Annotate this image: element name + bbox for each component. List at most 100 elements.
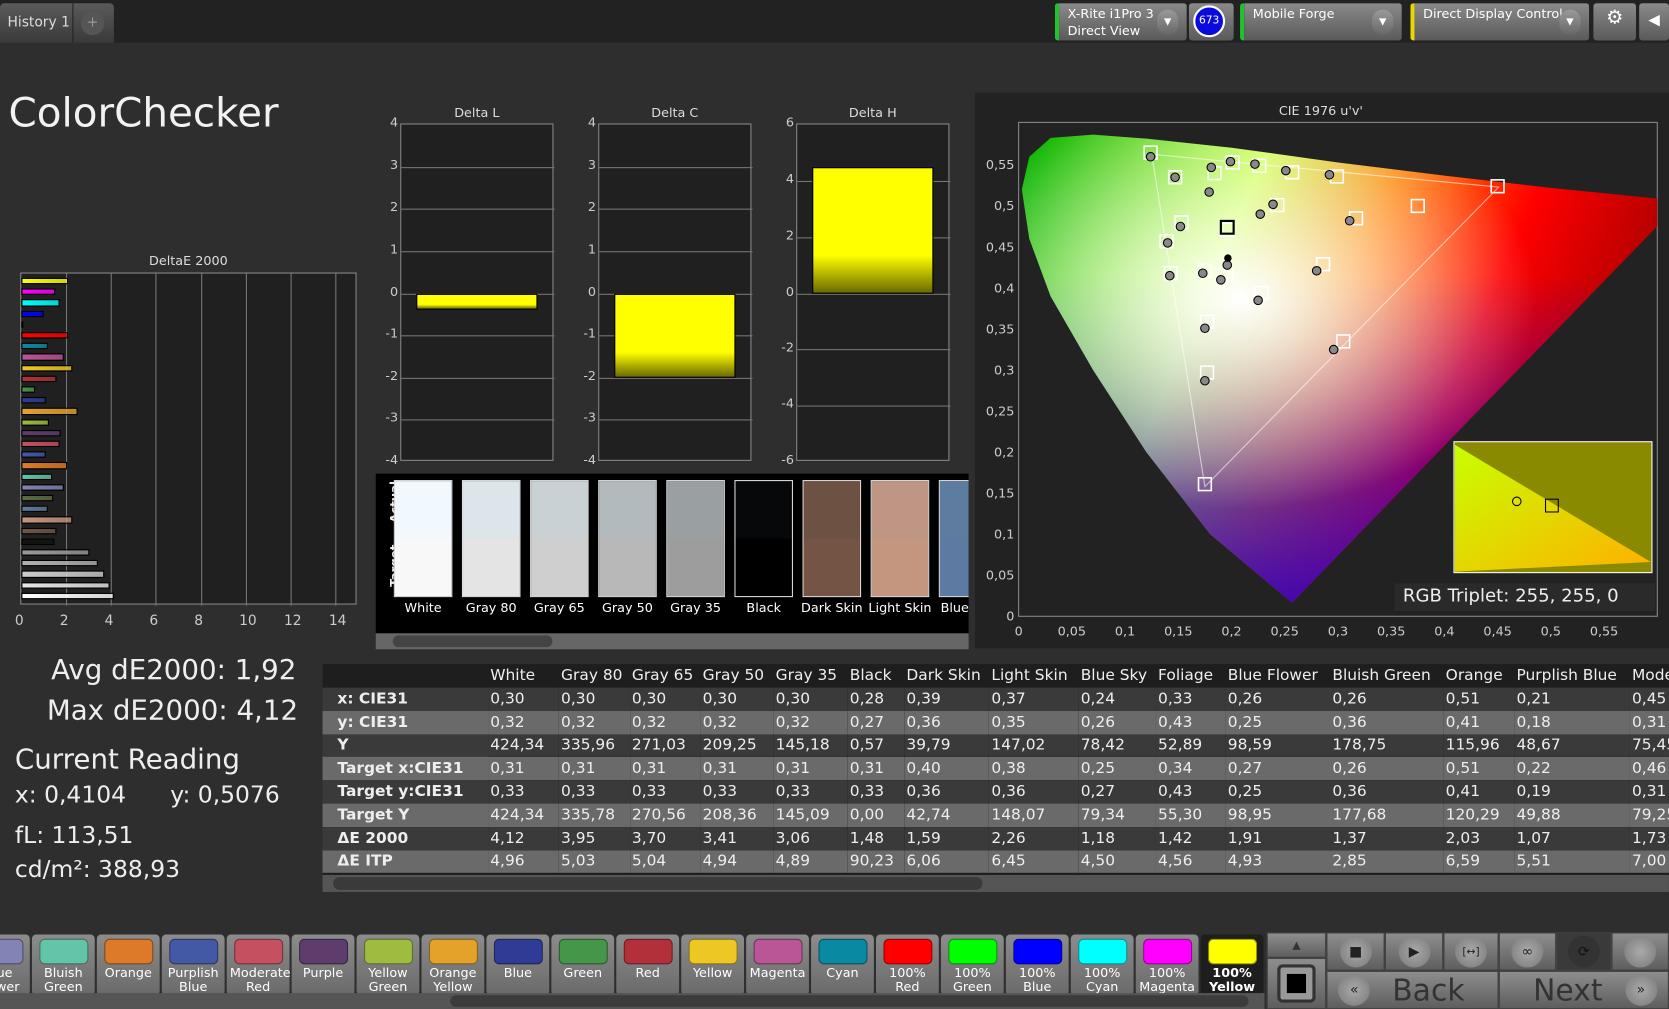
loop-button[interactable]: ∞ (1498, 932, 1557, 971)
y-tick-label: 0,55 (986, 158, 1014, 173)
add-tab-button[interactable]: + (80, 11, 105, 36)
patch-tile-red[interactable]: Red (616, 934, 680, 996)
avg-de2000: Avg dE2000: 1,92 (51, 654, 297, 687)
patch-tile-100-yellow[interactable]: 100% Yellow (1200, 934, 1264, 996)
patch-tile-blue[interactable]: Blue (486, 934, 550, 996)
patch-tile-cyan[interactable]: Cyan (811, 934, 874, 996)
swatch-light-skin[interactable] (870, 480, 930, 598)
patch-scrollbar[interactable] (0, 993, 1265, 1009)
fit-button[interactable]: [↔] (1443, 932, 1499, 971)
table-cell: 178,75 (1332, 737, 1387, 755)
gridline (200, 273, 202, 606)
tab-history-1[interactable]: History 1 + (0, 3, 114, 43)
stop-measure-button[interactable] (1266, 957, 1327, 1009)
swatch-gray-65[interactable] (530, 480, 589, 598)
y-tick-label: 4 (785, 171, 795, 187)
patch-tile-100-blue[interactable]: 100% Blue (1005, 934, 1069, 996)
table-cell: 0,43 (1158, 713, 1193, 731)
patch-tile-purple[interactable]: Purple (291, 934, 355, 996)
table-cell: 6,45 (991, 853, 1026, 871)
y-tick-label: -6 (781, 452, 795, 468)
deltae-chart-title: DeltaE 2000 (149, 253, 228, 269)
measured-marker (1225, 156, 1236, 167)
y-tick-label: 4 (389, 114, 399, 130)
swatch-gray-35[interactable] (666, 480, 725, 598)
patch-tile-purplish-blue[interactable]: Purplish Blue (161, 934, 225, 996)
patch-tile-100-green[interactable]: 100% Green (940, 934, 1004, 996)
stop-button[interactable]: ■ (1326, 932, 1385, 971)
patch-tile-orange-yellow[interactable]: Orange Yellow (421, 934, 485, 996)
meter-selector[interactable]: X-Rite i1Pro 3 Direct View ▼ (1054, 3, 1187, 41)
patch-tile-green[interactable]: Green (551, 934, 615, 996)
table-cell: 0,33 (702, 783, 738, 801)
back-button[interactable]: « Back (1326, 970, 1499, 1009)
table-cell: 0,25 (1227, 783, 1263, 801)
table-cell: 1,42 (1158, 829, 1193, 847)
scrollbar-thumb[interactable] (333, 877, 983, 890)
patch-color-chip (623, 938, 673, 965)
patch-tile-100-red[interactable]: 100% Red (876, 934, 939, 996)
scrollbar-thumb[interactable] (450, 995, 1249, 1007)
column-header: Modera (1631, 667, 1669, 685)
display-name: Direct Display Control (1423, 6, 1563, 22)
table-cell: 75,45 (1631, 737, 1669, 755)
swatch-gray-50[interactable] (598, 480, 657, 598)
white-point-glow (1021, 134, 1658, 603)
gridline (401, 335, 555, 337)
gridline (401, 208, 555, 210)
generator-selector[interactable]: Mobile Forge ▼ (1240, 3, 1402, 41)
settings-button[interactable]: ⚙ (1593, 3, 1636, 41)
patch-tile-bluish-green[interactable]: Bluish Green (31, 934, 95, 996)
patch-tile-moderate-red[interactable]: Moderate Red (226, 934, 291, 996)
patch-tile-yellow[interactable]: Yellow (681, 934, 745, 996)
table-cell: 335,96 (561, 737, 616, 755)
table-cell: 1,37 (1332, 829, 1367, 847)
patch-tile-yellow-green[interactable]: Yellow Green (356, 934, 420, 996)
next-button[interactable]: Next » (1498, 970, 1669, 1009)
patch-color-chip (882, 938, 932, 965)
patch-tile-magenta[interactable]: Magenta (746, 934, 809, 996)
swatch-blue-sky[interactable] (938, 480, 969, 598)
table-cell: 0,34 (1158, 760, 1193, 778)
table-cell: 0,45 (1631, 690, 1667, 708)
table-cell: 0,27 (1080, 783, 1116, 801)
table-cell: 209,25 (702, 737, 757, 755)
swatch-white[interactable] (393, 480, 453, 598)
refresh-button[interactable]: ⟳ (1556, 932, 1612, 971)
scrollbar-thumb[interactable] (392, 635, 553, 648)
swatch-strip-scrollbar[interactable] (375, 633, 969, 650)
scroll-up-button[interactable]: ▲ (1266, 932, 1327, 958)
patch-tile-label: Purple (302, 965, 344, 981)
deltae-bar (21, 494, 54, 502)
measured-marker (1162, 238, 1173, 248)
gridline (599, 208, 753, 210)
table-cell: 79,34 (1080, 806, 1125, 824)
y-tick-label: -4 (781, 396, 795, 412)
swatch-black[interactable] (734, 480, 793, 598)
patch-tile-blue-flower[interactable]: Blue Flower (0, 934, 30, 996)
record-button[interactable] (1611, 932, 1669, 971)
play-button[interactable]: ▶ (1384, 932, 1444, 971)
table-scrollbar[interactable] (322, 874, 1669, 892)
y-tick-label: 1 (587, 241, 597, 257)
table-cell: 6,59 (1445, 853, 1481, 871)
table-cell: 0,30 (490, 690, 525, 708)
table-row: Y 424,34 335,96 271,03 209,25 145,18 0,57 39,79… (322, 734, 1669, 758)
patch-tile-100-magenta[interactable]: 100% Magenta (1135, 934, 1199, 996)
table-row: x: CIE31 0,30 0,30 0,30 0,30 0,30 0,28 0,39 0,37… (322, 687, 1669, 711)
y-tick-label: 0 (587, 283, 597, 299)
swatch-dark-skin[interactable] (802, 480, 862, 598)
collapse-button[interactable]: ◀ (1639, 3, 1669, 41)
column-header: Black (849, 667, 892, 685)
display-selector[interactable]: Direct Display Control ▼ (1410, 3, 1590, 41)
measured-marker (1175, 221, 1186, 232)
patch-tile-100-cyan[interactable]: 100% Cyan (1070, 934, 1134, 996)
y-tick-label: -1 (385, 325, 399, 341)
gridline (599, 251, 753, 253)
x-tick-label: 6 (149, 613, 159, 630)
deltae-bar (21, 288, 55, 296)
patch-color-chip (688, 938, 738, 965)
table-cell: 79,25 (1631, 806, 1669, 824)
swatch-gray-80[interactable] (461, 480, 521, 598)
patch-tile-orange[interactable]: Orange (96, 934, 160, 996)
